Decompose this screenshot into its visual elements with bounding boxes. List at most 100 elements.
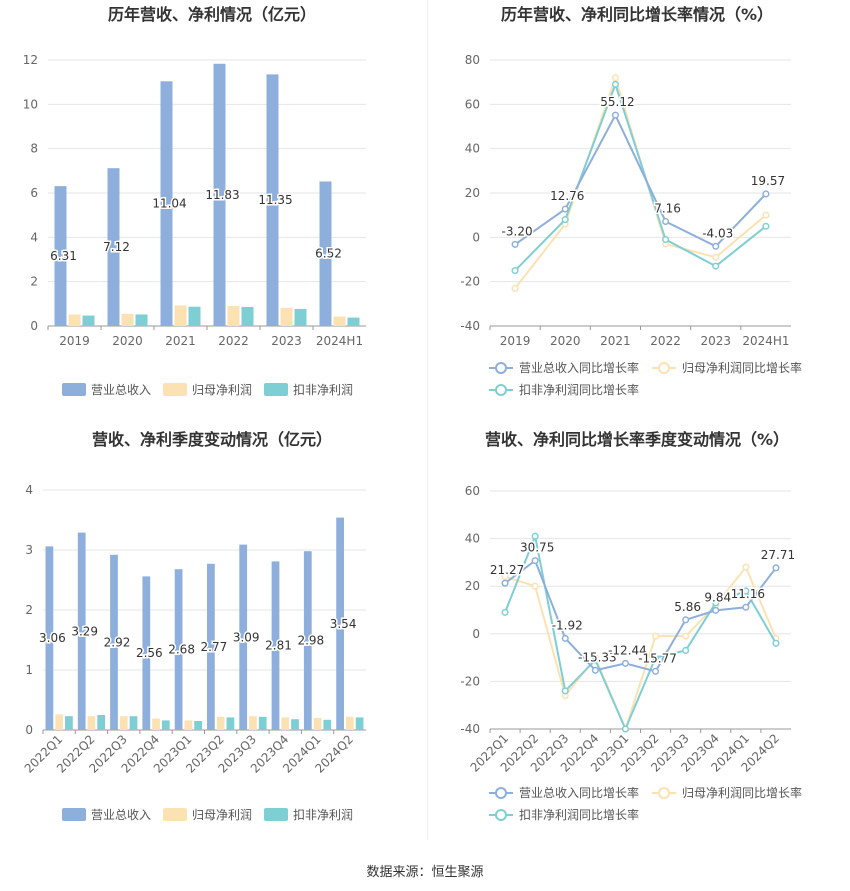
legend-label: 扣非净利润 (293, 808, 353, 822)
y-tick-label: 3 (25, 543, 33, 557)
legend-swatch (264, 383, 288, 396)
x-tick-label: 2024H1 (742, 334, 789, 348)
legend-label: 营业总收入 (91, 383, 151, 397)
legend-label: 归母净利润同比增长率 (682, 360, 802, 375)
bar (174, 569, 183, 730)
y-tick-label: 20 (465, 579, 480, 593)
chart-svg: 营收、净利同比增长率季度变动情况（%）-40-2002040602022Q120… (460, 430, 802, 822)
bar (239, 544, 248, 730)
y-tick-label: -40 (460, 319, 480, 333)
x-tick-label: 2019 (59, 334, 90, 348)
data-point (561, 216, 569, 224)
data-point (762, 222, 770, 230)
data-point (682, 616, 690, 624)
x-tick-label: 2021 (600, 334, 631, 348)
data-label: 11.83 (205, 188, 239, 202)
data-point (511, 240, 519, 248)
panel-divider (427, 0, 428, 840)
bar (249, 716, 257, 730)
chart-svg: 历年营收、净利情况（亿元） 0 2 4 6 8 10 12 2019 2020 2021 2022 20… (23, 5, 366, 397)
bar (291, 719, 299, 730)
data-label: 2.98 (297, 634, 324, 648)
legend-label: 营业总收入同比增长率 (519, 360, 639, 375)
data-point (772, 639, 780, 647)
legend-label: 扣非净利润同比增长率 (519, 382, 639, 397)
data-label: 3.09 (233, 630, 260, 644)
bar (152, 718, 160, 730)
bar (355, 717, 364, 730)
bar (241, 306, 254, 326)
legend-swatch (163, 383, 187, 396)
bar (294, 308, 307, 326)
y-tick-label: 6 (30, 186, 38, 200)
bar (303, 551, 312, 730)
data-source: 数据来源：恒生聚源 (0, 861, 850, 880)
bar (280, 307, 293, 326)
bar (226, 717, 235, 730)
chart-svg: 营收、净利季度变动情况（亿元）012342022Q12022Q22022Q320… (22, 430, 366, 822)
quarterly-revenue-profit-chart: 营收、净利季度变动情况（亿元） 0 1 2 3 4 2022Q1 2022Q2 2022Q3 20… (0, 425, 425, 855)
y-tick-label: 4 (30, 230, 38, 244)
data-label: 12.76 (550, 189, 584, 203)
bar (97, 715, 106, 730)
quarterly-growth-rate-chart: 营收、净利同比增长率季度变动情况（%） -40 -20 0 20 40 60 2022Q1 20… (425, 425, 850, 855)
y-tick-label: 1 (25, 663, 33, 677)
x-tick-label: 2023 (700, 334, 731, 348)
legend-marker (495, 384, 507, 396)
data-label: 27.71 (761, 548, 795, 562)
bar (323, 719, 332, 730)
legend-label: 归母净利润 (192, 808, 252, 822)
data-label: 7.16 (654, 201, 681, 215)
bar (129, 716, 138, 730)
bar (82, 315, 95, 326)
chart-title: 历年营收、净利情况（亿元） (108, 5, 316, 24)
bar (227, 306, 240, 326)
data-point (591, 656, 599, 664)
legend-swatch (62, 808, 86, 821)
data-label: -15.77 (638, 651, 677, 665)
series-line (504, 565, 777, 732)
data-label: 6.52 (315, 247, 342, 261)
data-point (772, 564, 780, 572)
bar (216, 716, 225, 730)
data-point (652, 654, 660, 662)
annual-growth-rate-chart: 历年营收、净利同比增长率情况（%） -40 -20 0 20 40 60 80 2019 2020… (425, 0, 850, 430)
data-point (712, 599, 720, 607)
data-point (742, 587, 750, 595)
data-point (742, 603, 750, 611)
data-point (611, 111, 619, 119)
bar (213, 63, 226, 326)
data-point (501, 579, 509, 587)
bar (266, 74, 279, 327)
data-point (712, 242, 720, 250)
data-point (531, 557, 539, 565)
data-point (742, 563, 750, 571)
bar (347, 317, 360, 326)
data-point (682, 646, 690, 655)
data-point (652, 632, 660, 640)
data-label: 7.12 (103, 240, 130, 254)
bar (184, 720, 193, 730)
bar (54, 186, 67, 326)
bar (336, 517, 344, 730)
chart-svg: 历年营收、净利同比增长率情况（%） -40 -20 0 20 40 60 80 2019 2020… (460, 5, 802, 397)
x-tick-label: 2023 (271, 334, 302, 348)
data-label: -3.20 (502, 224, 533, 238)
legend-label: 归母净利润 (192, 383, 252, 397)
bar (313, 718, 322, 730)
y-tick-label: 12 (23, 53, 38, 67)
data-point (561, 205, 569, 213)
chart-title: 历年营收、净利同比增长率情况（%） (501, 5, 773, 24)
data-point (511, 267, 519, 275)
legend-label: 扣非净利润 (293, 383, 353, 397)
data-label: 21.27 (490, 563, 524, 577)
bar (271, 561, 280, 730)
data-label: 3.54 (330, 617, 357, 631)
data-point (501, 608, 509, 616)
legend-swatch (163, 808, 187, 821)
bar (194, 721, 202, 730)
bar (142, 576, 151, 730)
data-label: 3.06 (39, 631, 66, 645)
bar (160, 81, 173, 326)
data-point (621, 725, 629, 733)
